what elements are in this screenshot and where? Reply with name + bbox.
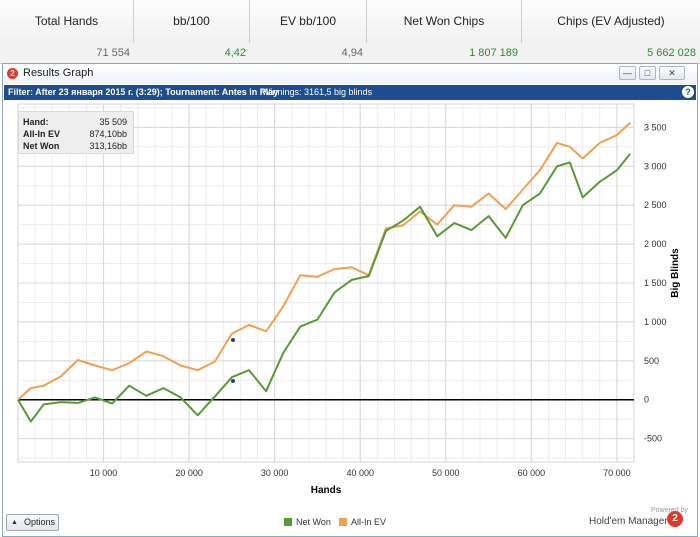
close-icon: ✕ (668, 68, 676, 78)
help-icon[interactable]: ? (682, 86, 694, 98)
maximize-button[interactable]: □ (639, 66, 656, 80)
options-arrow-icon: ▲ (11, 519, 18, 526)
legend-all-in-ev[interactable]: All-In EV (339, 516, 386, 528)
y-tick-label: 1 000 (644, 317, 667, 327)
legend-net-won-label: Net Won (296, 517, 331, 527)
x-tick-label: 60 000 (518, 468, 546, 478)
column-header-total-hands[interactable]: Total Hands (0, 0, 134, 43)
brand-logo-icon: 2 (667, 511, 683, 527)
value-net-won-chips: 1 807 189 (469, 47, 518, 59)
filter-bar: Filter: After 23 января 2015 г. (3:29); … (4, 85, 696, 100)
hover-info-box: Hand: 35 509 All-In EV 874,10bb Net Won … (18, 111, 134, 154)
y-tick-label: 3 500 (644, 122, 667, 132)
y-axis-label: Big Blinds (670, 248, 681, 298)
column-header-net-won-chips[interactable]: Net Won Chips (367, 0, 522, 43)
y-tick-label: 3 000 (644, 161, 667, 171)
info-hand-label: Hand: (23, 117, 49, 127)
y-tick-label: 2 500 (644, 200, 667, 210)
series-all-in-ev-line (17, 121, 631, 401)
chart-grid (17, 103, 635, 463)
options-label: Options (24, 517, 56, 527)
x-axis-label: Hands (311, 485, 342, 496)
minimize-button[interactable]: — (619, 66, 636, 80)
close-button[interactable]: ✕ (659, 66, 685, 80)
powered-by-text: Powered by (651, 507, 688, 514)
y-tick-label: -500 (644, 434, 662, 444)
value-chips-ev-adjusted: 5 662 028 (647, 47, 696, 59)
y-tick-label: 0 (644, 395, 649, 405)
chart-ticks: 10 000 20 000 30 000 40 000 50 000 60 000 70 0… (90, 122, 667, 478)
value-bb-100: 4,42 (224, 47, 246, 59)
window-titlebar[interactable]: 2 Results Graph — □ ✕ (3, 64, 697, 84)
brand-name: Hold'em Manager (589, 516, 668, 527)
info-ev-value: 874,10bb (89, 129, 127, 139)
x-tick-label: 70 000 (603, 468, 631, 478)
info-ev-label: All-In EV (23, 129, 61, 139)
legend-all-in-ev-swatch (339, 518, 347, 526)
options-button[interactable]: ▲ Options (6, 514, 59, 531)
x-tick-label: 40 000 (346, 468, 374, 478)
filter-text: Filter: After 23 января 2015 г. (3:29); … (8, 87, 279, 97)
column-header-bb-100[interactable]: bb/100 (134, 0, 250, 43)
x-tick-label: 10 000 (90, 468, 118, 478)
app-logo-icon: 2 (7, 68, 18, 79)
y-tick-label: 500 (644, 356, 659, 366)
column-header-chips-ev-adjusted[interactable]: Chips (EV Adjusted) (557, 14, 665, 28)
maximize-icon: □ (644, 68, 651, 78)
info-hand-value: 35 509 (99, 117, 127, 127)
value-total-hands: 71 554 (96, 47, 130, 59)
series-net-won-line (17, 153, 631, 423)
info-net-value: 313,16bb (89, 141, 127, 151)
minimize-icon: — (623, 68, 632, 78)
hover-marker-ev (231, 338, 235, 342)
info-net-label: Net Won (23, 141, 60, 151)
hover-marker-net (231, 379, 235, 383)
x-tick-label: 50 000 (432, 468, 460, 478)
chart-series (17, 121, 631, 423)
x-tick-label: 20 000 (175, 468, 203, 478)
winnings-text: Winnings: 3161,5 big blinds (262, 87, 373, 97)
window-title: Results Graph (23, 67, 94, 79)
legend-all-in-ev-label: All-In EV (351, 517, 387, 527)
stats-header: Total Hands bb/100 EV bb/100 Net Won Chi… (0, 0, 700, 44)
legend-net-won-swatch (284, 518, 292, 526)
value-ev-bb-100: 4,94 (341, 47, 363, 59)
column-header-ev-bb-100[interactable]: EV bb/100 (250, 0, 367, 43)
y-tick-label: 2 000 (644, 239, 667, 249)
x-tick-label: 30 000 (261, 468, 289, 478)
legend-net-won[interactable]: Net Won (284, 516, 331, 528)
y-tick-label: 1 500 (644, 278, 667, 288)
